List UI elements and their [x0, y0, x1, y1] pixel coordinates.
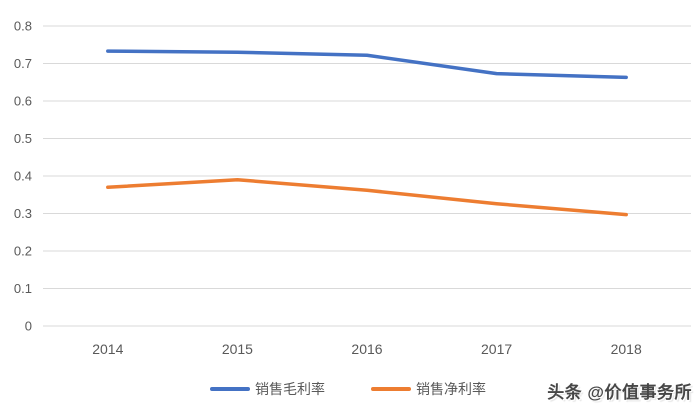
legend-line-swatch — [371, 387, 411, 391]
y-axis-tick-label: 0.6 — [14, 94, 32, 109]
y-axis-tick-label: 0.3 — [14, 206, 32, 221]
x-axis-tick-label: 2018 — [611, 341, 642, 357]
x-axis-tick-label: 2017 — [481, 341, 512, 357]
y-axis-tick-label: 0.5 — [14, 131, 32, 146]
y-axis-tick-label: 0.2 — [14, 244, 32, 259]
legend-label: 销售净利率 — [416, 381, 486, 397]
legend-line-swatch — [210, 387, 250, 391]
line-chart-canvas: 0 0.1 0.2 0.3 0.4 0.5 0.6 0.7 0.8 2014 2015 2016 201… — [14, 19, 691, 357]
legend: 销售毛利率 销售净利率 — [0, 378, 696, 400]
y-axis-tick-label: 0.1 — [14, 281, 32, 296]
x-axis-tick-label: 2014 — [92, 341, 123, 357]
x-axis-tick-label: 2015 — [222, 341, 253, 357]
y-axis-tick-label: 0.4 — [14, 169, 32, 184]
y-axis-tick-label: 0.7 — [14, 56, 32, 71]
y-axis-tick-label: 0 — [25, 319, 32, 334]
series-line-net-margin — [106, 178, 628, 217]
legend-item: 销售净利率 — [371, 379, 486, 399]
legend-label: 销售毛利率 — [255, 381, 325, 397]
x-axis-tick-label: 2016 — [351, 341, 382, 357]
series-line-gross-margin — [106, 49, 628, 80]
legend-item: 销售毛利率 — [210, 379, 325, 399]
y-axis-tick-label: 0.8 — [14, 19, 32, 34]
watermark: 头条 @价值事务所 — [547, 383, 692, 402]
